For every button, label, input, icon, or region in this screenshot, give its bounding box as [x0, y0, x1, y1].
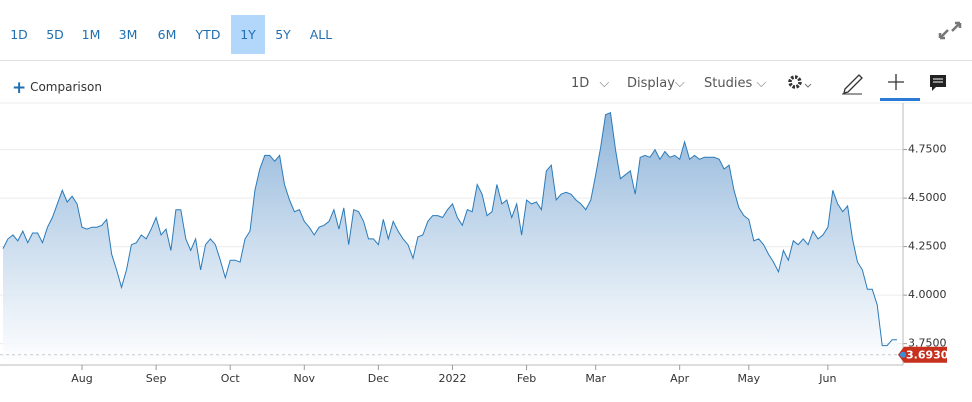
last-price-dot: [900, 351, 906, 358]
comment-icon[interactable]: [930, 75, 946, 91]
period-button[interactable]: 6M: [157, 27, 177, 42]
x-tick-label: May: [737, 372, 760, 385]
display-menu[interactable]: Display⌵: [627, 76, 685, 91]
divider: [0, 60, 972, 61]
area-fill: [3, 112, 897, 365]
y-tick-label: 4.7500: [908, 143, 947, 156]
period-button[interactable]: 1Y: [231, 15, 265, 54]
x-tick-label: Mar: [585, 372, 606, 385]
comparison-button[interactable]: + Comparison: [12, 78, 102, 98]
comparison-label: Comparison: [30, 80, 102, 94]
x-tick-label: Dec: [368, 372, 389, 385]
period-button[interactable]: 1D: [10, 27, 28, 42]
y-tick-label: 4.2500: [908, 240, 947, 253]
period-button[interactable]: 3M: [118, 27, 138, 42]
x-tick-label: Nov: [294, 372, 316, 385]
expand-icon[interactable]: [936, 20, 964, 42]
crosshair-icon[interactable]: [880, 74, 920, 101]
studies-menu[interactable]: Studies ⌵: [704, 76, 767, 91]
y-tick-label: 3.7500: [908, 337, 947, 350]
x-tick-label: Apr: [670, 372, 690, 385]
x-tick-label: Jun: [818, 372, 836, 385]
studies-label: Studies: [704, 76, 753, 91]
settings-icon[interactable]: [788, 75, 812, 89]
x-tick-label: Oct: [221, 372, 241, 385]
price-line: [2, 112, 897, 347]
period-button[interactable]: YTD: [195, 27, 221, 42]
x-tick-label: Feb: [517, 372, 536, 385]
last-price-badge: [898, 346, 947, 363]
period-button[interactable]: ALL: [309, 27, 333, 42]
period-button[interactable]: 5D: [46, 27, 64, 42]
draw-icon[interactable]: [842, 74, 863, 95]
y-tick-label: 4.0000: [908, 288, 947, 301]
tool-icons: [788, 74, 946, 101]
period-button[interactable]: 1M: [81, 27, 101, 42]
x-tick-label: 2022: [438, 372, 466, 385]
x-tick-label: Sep: [146, 372, 167, 385]
interval-label: 1D: [571, 76, 590, 91]
y-tick-label: 4.5000: [908, 191, 947, 204]
period-button[interactable]: 5Y: [275, 27, 291, 42]
x-tick-label: Aug: [71, 372, 92, 385]
interval-menu[interactable]: 1D ⌵: [571, 76, 610, 91]
last-price-label: 3.6930: [906, 349, 949, 362]
display-label: Display: [627, 76, 675, 91]
